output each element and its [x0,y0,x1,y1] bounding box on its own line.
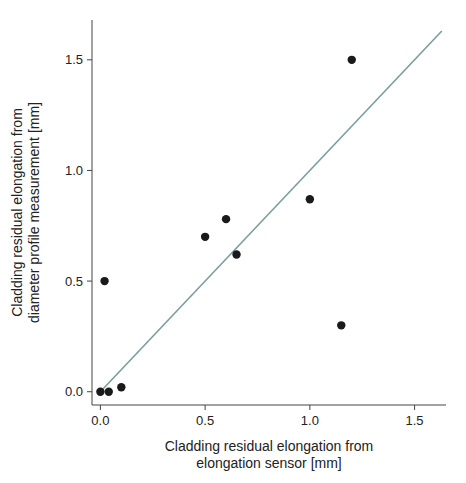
y-tick [87,59,92,60]
y-tick-label: 1.0 [65,163,83,178]
point [96,388,104,396]
axes: 0.0 0.5 1.0 1.5 0.0 0.5 1.0 1.5 [65,20,446,428]
y-axis-label: Cladding residual elongation fromdiamete… [9,102,42,323]
reference-line [100,31,441,392]
x-tick-label: 0.5 [196,413,214,428]
x-tick [414,405,415,410]
plot-area [96,31,442,396]
x-tick [100,405,101,410]
point [306,195,314,203]
x-tick-label: 0.0 [91,413,109,428]
point [348,56,356,64]
chart: 0.0 0.5 1.0 1.5 0.0 0.5 1.0 1.5 Cladding residua… [0,0,466,483]
x-tick-label: 1.0 [301,413,319,428]
y-tick-label: 0.5 [65,274,83,289]
x-tick [205,405,206,410]
x-tick-label: 1.5 [406,413,424,428]
point [222,215,230,223]
y-axis-line [92,20,93,405]
point [201,233,209,241]
y-tick [87,391,92,392]
x-axis-label: Cladding residual elongation fromelongat… [165,438,374,471]
point [105,388,113,396]
y-tick-label: 0.0 [65,384,83,399]
y-tick [87,170,92,171]
y-tick [87,281,92,282]
x-tick [309,405,310,410]
y-tick-label: 1.5 [65,52,83,67]
point [100,277,108,285]
point [232,250,240,258]
point [117,383,125,391]
x-axis-line [92,405,446,406]
point [337,321,345,329]
